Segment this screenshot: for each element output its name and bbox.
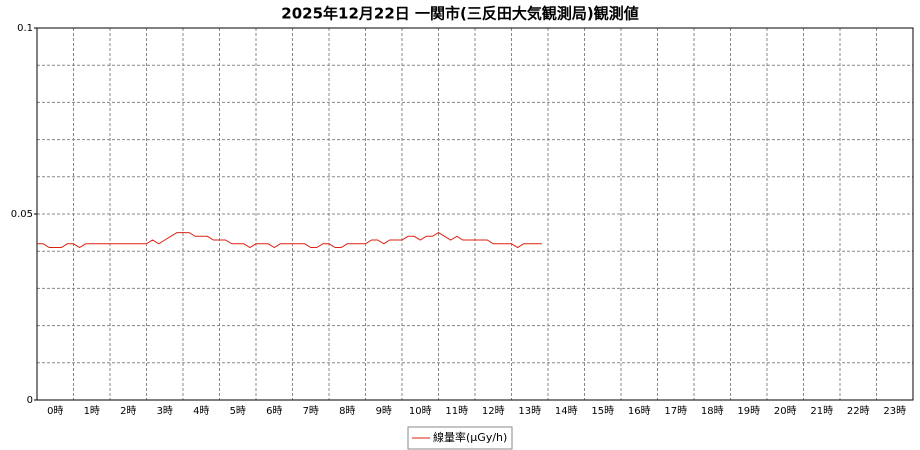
chart-title: 2025年12月22日 一関市(三反田大気観測局)観測値 (281, 5, 638, 23)
x-tick-label: 19時 (737, 405, 760, 417)
x-tick-label: 5時 (230, 405, 246, 417)
x-tick-label: 3時 (157, 405, 173, 417)
y-tick-label: 0.05 (11, 209, 33, 220)
x-tick-label: 9時 (376, 405, 392, 417)
x-tick-label: 22時 (847, 405, 870, 417)
x-tick-label: 20時 (774, 405, 797, 417)
x-tick-label: 17時 (664, 405, 687, 417)
x-tick-label: 0時 (47, 405, 63, 417)
x-tick-label: 15時 (591, 405, 614, 417)
x-tick-label: 11時 (445, 405, 468, 417)
x-tick-label: 23時 (883, 405, 906, 417)
x-tick-label: 1時 (84, 405, 100, 417)
x-tick-label: 18時 (701, 405, 724, 417)
legend-label: 線量率(μGy/h) (433, 430, 507, 444)
x-tick-label: 8時 (339, 405, 355, 417)
x-tick-label: 21時 (810, 405, 833, 417)
x-tick-label: 16時 (628, 405, 651, 417)
x-tick-label: 7時 (303, 405, 319, 417)
x-tick-label: 2時 (120, 405, 136, 417)
plot-frame (36, 27, 914, 401)
x-tick-label: 6時 (266, 405, 282, 417)
data-line (37, 232, 542, 249)
x-tick-label: 10時 (409, 405, 432, 417)
x-tick-label: 14時 (555, 405, 578, 417)
y-tick-label: 0 (27, 395, 33, 406)
x-tick-label: 4時 (193, 405, 209, 417)
x-tick-label: 13時 (518, 405, 541, 417)
y-tick-label: 0.1 (17, 23, 33, 34)
legend-box (407, 426, 513, 450)
x-tick-label: 12時 (482, 405, 505, 417)
